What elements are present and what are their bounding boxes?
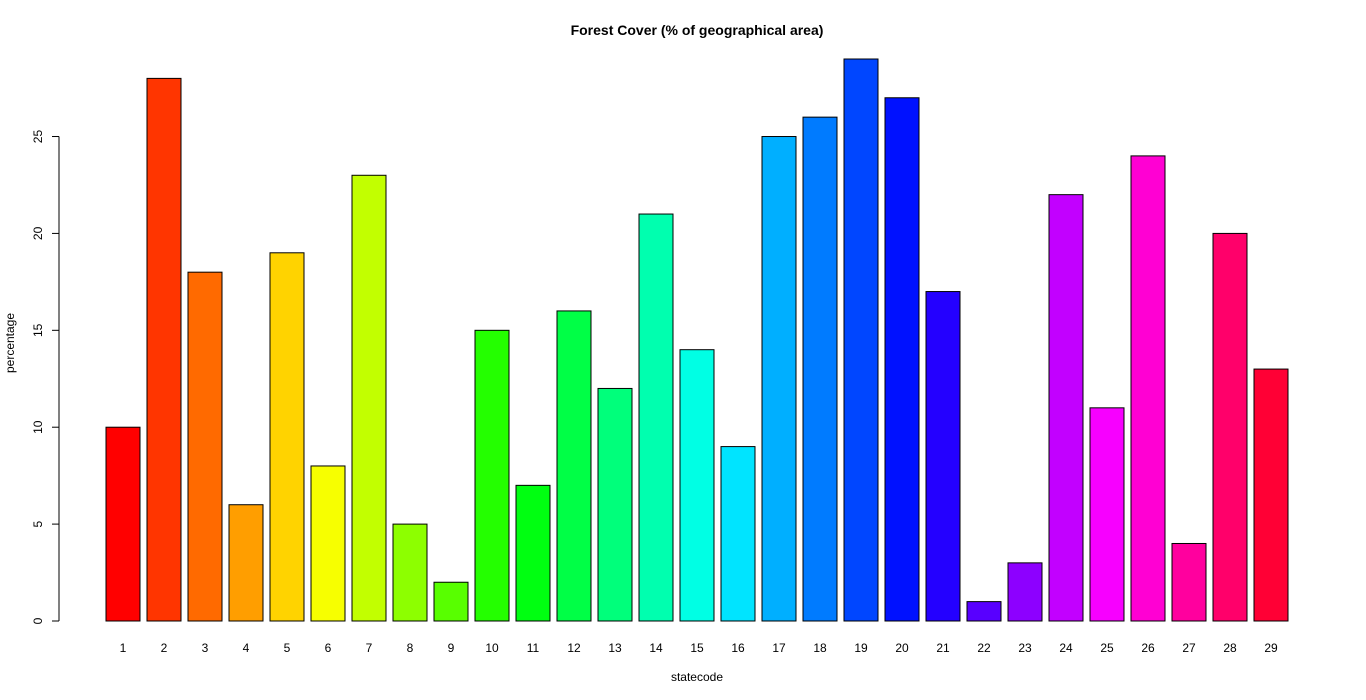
bar-15 xyxy=(679,349,715,622)
bar-17 xyxy=(761,136,797,622)
bar-16 xyxy=(720,446,756,622)
y-axis: 0 5 10 15 20 25 xyxy=(31,130,60,624)
x-tick-label: 1 xyxy=(120,641,127,655)
y-axis-label: percentage xyxy=(3,313,17,373)
x-tick-label: 16 xyxy=(731,641,745,655)
bar-29 xyxy=(1253,368,1289,622)
chart-title: Forest Cover (% of geographical area) xyxy=(571,22,824,38)
x-tick-label: 20 xyxy=(895,641,909,655)
bar-12 xyxy=(556,310,592,622)
x-tick-label: 27 xyxy=(1182,641,1196,655)
y-tick-label: 5 xyxy=(31,520,45,527)
bar-21 xyxy=(925,291,961,622)
y-tick-label: 25 xyxy=(31,130,45,144)
x-tick-label: 23 xyxy=(1018,641,1032,655)
x-tick-label: 29 xyxy=(1264,641,1278,655)
y-tick-label: 10 xyxy=(31,420,45,434)
bar-2 xyxy=(146,77,182,622)
bar-26 xyxy=(1130,155,1166,622)
bar-23 xyxy=(1007,562,1043,622)
bar-10 xyxy=(474,329,510,622)
x-tick-label: 15 xyxy=(690,641,704,655)
bar-5 xyxy=(269,252,305,622)
bar-13 xyxy=(597,387,633,622)
bar-1 xyxy=(105,426,141,622)
bar-14 xyxy=(638,213,674,622)
x-tick-label: 12 xyxy=(567,641,581,655)
x-tick-label: 7 xyxy=(366,641,373,655)
y-tick-label: 20 xyxy=(31,226,45,240)
bar-27 xyxy=(1171,542,1207,622)
x-tick-label: 6 xyxy=(325,641,332,655)
x-tick-label: 18 xyxy=(813,641,827,655)
x-tick-label: 21 xyxy=(936,641,950,655)
x-axis-label: statecode xyxy=(671,670,723,684)
y-tick-label: 0 xyxy=(31,617,45,624)
bar-3 xyxy=(187,271,223,622)
bar-24 xyxy=(1048,194,1084,622)
x-tick-label: 17 xyxy=(772,641,786,655)
bar-9 xyxy=(433,581,469,622)
bar-18 xyxy=(802,116,838,622)
x-tick-label: 25 xyxy=(1100,641,1114,655)
x-tick-label: 5 xyxy=(284,641,291,655)
bar-7 xyxy=(351,174,387,622)
bars xyxy=(105,58,1289,622)
bar-6 xyxy=(310,465,346,622)
bar-19 xyxy=(843,58,879,622)
bar-25 xyxy=(1089,407,1125,622)
x-tick-label: 19 xyxy=(854,641,868,655)
x-tick-label: 13 xyxy=(608,641,622,655)
bar-11 xyxy=(515,484,551,622)
x-tick-label: 14 xyxy=(649,641,663,655)
x-tick-labels: 1 2 3 4 5 6 7 8 9 10 11 12 13 14 15 16 17 18 19 20 21 22 23 24 2… xyxy=(120,641,1278,655)
x-tick-label: 24 xyxy=(1059,641,1073,655)
x-tick-label: 10 xyxy=(485,641,499,655)
x-tick-label: 8 xyxy=(407,641,414,655)
bar-22 xyxy=(966,601,1002,622)
x-tick-label: 9 xyxy=(448,641,455,655)
bar-8 xyxy=(392,523,428,622)
x-tick-label: 11 xyxy=(527,641,540,655)
bar-28 xyxy=(1212,232,1248,622)
x-tick-label: 4 xyxy=(243,641,250,655)
x-tick-label: 28 xyxy=(1223,641,1237,655)
x-tick-label: 26 xyxy=(1141,641,1155,655)
x-tick-label: 22 xyxy=(977,641,991,655)
x-tick-label: 3 xyxy=(202,641,209,655)
y-tick-label: 15 xyxy=(31,323,45,337)
x-tick-label: 2 xyxy=(161,641,168,655)
bar-20 xyxy=(884,97,920,622)
bar-4 xyxy=(228,504,264,622)
